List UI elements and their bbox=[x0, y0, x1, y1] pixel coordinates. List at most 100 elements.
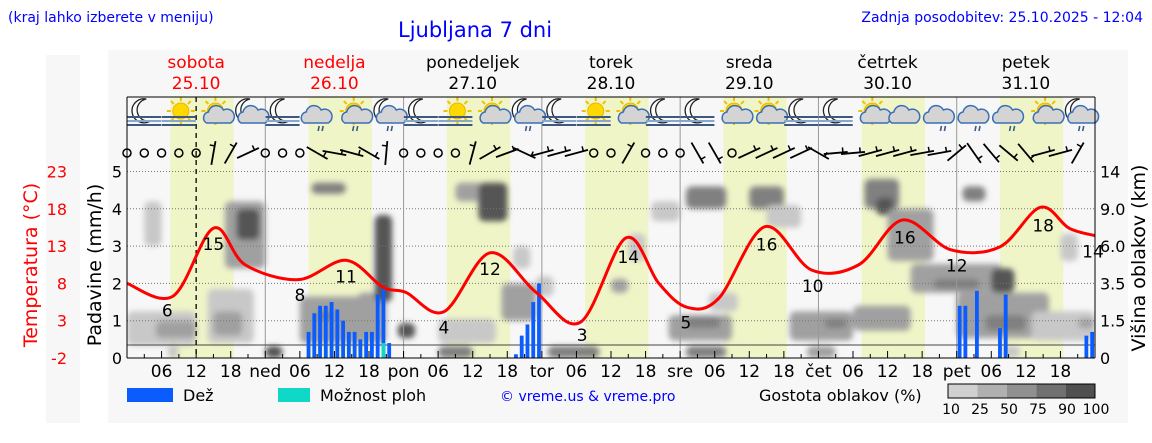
rain-bar bbox=[358, 339, 363, 358]
x-hour-label: 12 bbox=[185, 362, 207, 382]
rain-bar bbox=[1090, 331, 1095, 358]
precip-tick-label: 5 bbox=[112, 163, 122, 182]
moon-fog-icon bbox=[127, 98, 162, 126]
x-hour-label: 18 bbox=[1050, 362, 1072, 382]
temp-tick-label: 13 bbox=[47, 237, 67, 256]
temperature-label: 14 bbox=[1082, 243, 1104, 263]
rain-bar bbox=[329, 302, 334, 358]
sun-ray bbox=[861, 100, 866, 105]
rain-bar bbox=[957, 305, 962, 358]
weather-icons bbox=[127, 97, 1100, 132]
x-hour-label: 06 bbox=[842, 362, 864, 382]
rain-bar bbox=[537, 283, 541, 358]
location-hint[interactable]: (kraj lahko izberete v meniju) bbox=[8, 10, 214, 26]
wind-barb-icon bbox=[1031, 149, 1055, 157]
temperature-label: 15 bbox=[203, 235, 225, 255]
cloud-patch bbox=[628, 233, 646, 262]
rain-drop bbox=[317, 125, 320, 132]
legend-showers-swatch bbox=[278, 388, 310, 402]
temperature-label: 10 bbox=[802, 277, 824, 297]
wind-calm-icon bbox=[450, 148, 461, 158]
wind-barb-tick bbox=[944, 146, 948, 152]
cloud-patch bbox=[789, 311, 853, 341]
sun-ray bbox=[1034, 100, 1039, 105]
density-level-label: 75 bbox=[1029, 402, 1047, 418]
cloud-patch bbox=[962, 186, 986, 202]
density-swatch bbox=[977, 384, 1007, 398]
wind-calm-icon bbox=[433, 148, 443, 158]
wind-calm-icon bbox=[398, 148, 409, 158]
cloud-shape bbox=[202, 104, 236, 124]
moon-fog-icon bbox=[542, 98, 577, 126]
day-name: sobota bbox=[167, 53, 225, 73]
cloud-patch bbox=[155, 320, 197, 339]
density-swatch bbox=[1065, 384, 1095, 398]
x-hour-label: 12 bbox=[738, 362, 760, 382]
x-hour-label: 18 bbox=[635, 362, 657, 382]
sun-ray bbox=[170, 100, 175, 105]
wind-barb-tick bbox=[322, 151, 327, 157]
cloud-patch bbox=[397, 323, 416, 339]
temp-tick-label: 23 bbox=[47, 163, 67, 182]
sun-ray bbox=[498, 100, 503, 105]
cloud-height-tick-label: 9.0 bbox=[1100, 200, 1125, 219]
wind-barb-icon bbox=[564, 149, 589, 157]
precip-tick-label: 4 bbox=[112, 200, 122, 219]
wind-barb-tick bbox=[927, 146, 930, 152]
legend: Dež Možnost ploh © vreme.us & vreme.pro … bbox=[127, 383, 1109, 418]
wind-barb-icon bbox=[223, 142, 238, 164]
cloud-rain-icon bbox=[300, 104, 333, 132]
wind-barb-tick bbox=[958, 144, 963, 149]
cloud-patch bbox=[1031, 311, 1095, 341]
wind-barb-icon bbox=[840, 151, 866, 155]
temp-tick-label: 8 bbox=[57, 274, 67, 293]
wind-barb-icon bbox=[339, 149, 364, 157]
wind-barb-tick bbox=[229, 143, 235, 148]
wind-barb-icon bbox=[789, 147, 813, 159]
wind-barb-icon bbox=[982, 143, 1000, 163]
day-date: 29.10 bbox=[725, 74, 774, 94]
sun-fog-icon bbox=[161, 97, 196, 126]
density-level-label: 50 bbox=[1000, 402, 1018, 418]
temperature-series: 6 15 8 11 4 12 3 14 5 16 10 16 12 18 14 bbox=[126, 205, 1104, 346]
wind-barb-tick bbox=[251, 145, 256, 151]
cloud-patch bbox=[708, 292, 738, 312]
cloud-patch bbox=[611, 278, 629, 293]
cloud-patch bbox=[513, 246, 531, 269]
copyright-link[interactable]: © vreme.us & vreme.pro bbox=[500, 389, 675, 405]
temperature-label: 16 bbox=[894, 228, 916, 248]
temperature-label: 4 bbox=[438, 319, 449, 339]
x-hour-label: 06 bbox=[289, 362, 311, 382]
sun-ray bbox=[740, 100, 745, 105]
sun-shape bbox=[587, 102, 605, 120]
temperature-label: 14 bbox=[617, 248, 639, 268]
sun-fog-icon bbox=[438, 97, 473, 126]
rain-bar bbox=[364, 331, 369, 358]
sun-ray bbox=[204, 100, 210, 105]
wind-barb-icon bbox=[690, 142, 705, 164]
sun-ray bbox=[343, 100, 348, 105]
wind-barb-tick bbox=[700, 156, 706, 160]
sun-cloud-icon bbox=[201, 97, 236, 125]
rain-drop bbox=[1077, 125, 1081, 132]
wind-symbols bbox=[122, 140, 1085, 166]
cloud-patch bbox=[236, 208, 260, 240]
wind-barb-tick bbox=[892, 146, 896, 152]
wind-barb-tick bbox=[717, 156, 724, 160]
moon-fog-icon bbox=[403, 98, 438, 126]
cloud-patch bbox=[651, 201, 681, 222]
x-hour-label: 12 bbox=[324, 362, 346, 382]
x-hour-label: 18 bbox=[773, 362, 795, 382]
sun-shape bbox=[172, 102, 190, 120]
temperature-label: 12 bbox=[946, 256, 968, 276]
sun-cloud-icon bbox=[1031, 97, 1065, 125]
legend-rain-label: Dež bbox=[183, 386, 214, 405]
rain-drop bbox=[1008, 125, 1012, 132]
density-scale-border bbox=[947, 383, 1096, 399]
wind-calm-icon bbox=[416, 148, 426, 158]
rain-drop bbox=[524, 125, 528, 132]
daylight-band bbox=[446, 97, 511, 358]
temperature-label: 11 bbox=[335, 267, 357, 287]
sun-cloud-icon bbox=[720, 97, 754, 125]
